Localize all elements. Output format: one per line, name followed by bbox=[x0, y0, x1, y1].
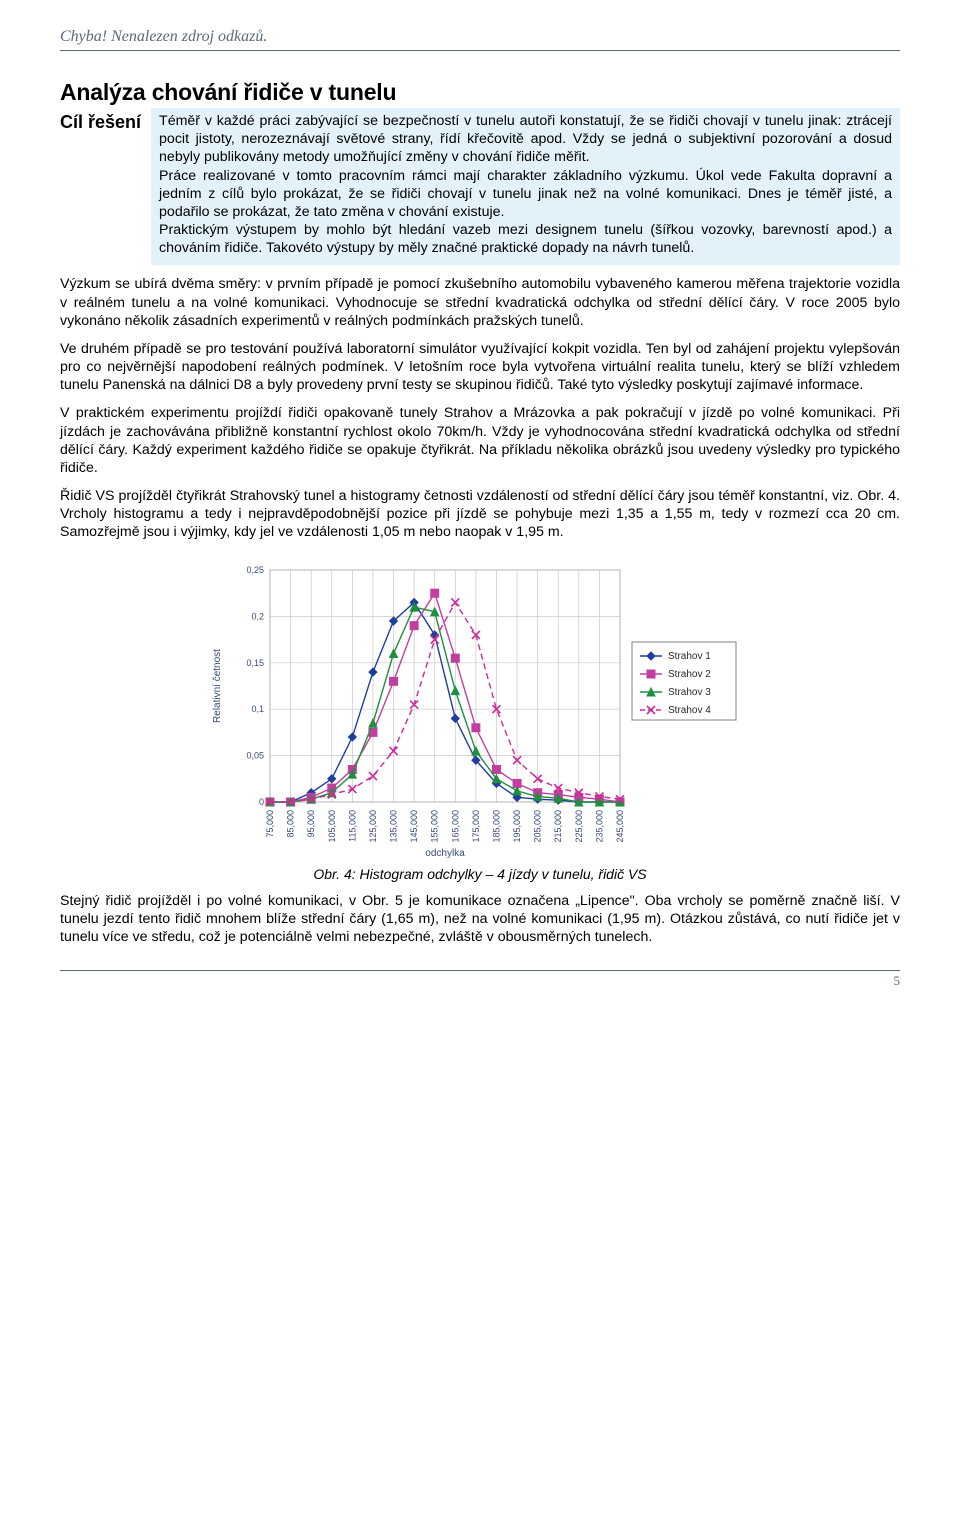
body-paragraph: Řidič VS projížděl čtyřikrát Strahovský … bbox=[60, 487, 900, 542]
svg-text:0,2: 0,2 bbox=[251, 611, 264, 621]
goal-box: Téměř v každé práci zabývající se bezpeč… bbox=[151, 108, 900, 265]
svg-text:145,000: 145,000 bbox=[409, 810, 419, 843]
svg-text:0,15: 0,15 bbox=[246, 657, 264, 667]
svg-text:odchylka: odchylka bbox=[425, 848, 465, 859]
svg-text:225,000: 225,000 bbox=[574, 810, 584, 843]
svg-text:125,000: 125,000 bbox=[368, 810, 378, 843]
body-paragraph: V praktickém experimentu projíždí řidiči… bbox=[60, 404, 900, 477]
svg-text:95,000: 95,000 bbox=[306, 810, 316, 838]
svg-text:Strahov 2: Strahov 2 bbox=[668, 669, 711, 680]
page: Chyba! Nenalezen zdroj odkazů. Analýza c… bbox=[0, 0, 960, 1029]
svg-text:185,000: 185,000 bbox=[491, 810, 501, 843]
svg-text:0,1: 0,1 bbox=[251, 704, 264, 714]
header-error-text: Chyba! Nenalezen zdroj odkazů. bbox=[60, 28, 900, 51]
page-number: 5 bbox=[60, 970, 900, 989]
svg-text:0,05: 0,05 bbox=[246, 750, 264, 760]
svg-text:135,000: 135,000 bbox=[389, 810, 399, 843]
svg-text:195,000: 195,000 bbox=[512, 810, 522, 843]
svg-text:215,000: 215,000 bbox=[553, 810, 563, 843]
histogram-chart: 0 0,05 0,1 0,15 0,2 0,25 75,000 85,000 95,000 105… bbox=[200, 552, 760, 862]
svg-text:75,000: 75,000 bbox=[265, 810, 275, 838]
body-paragraph: Ve druhém případě se pro testování použí… bbox=[60, 340, 900, 395]
svg-text:Strahov 1: Strahov 1 bbox=[668, 651, 711, 662]
svg-text:175,000: 175,000 bbox=[471, 810, 481, 843]
svg-text:155,000: 155,000 bbox=[430, 810, 440, 843]
body-paragraph: Výzkum se ubírá dvěma směry: v prvním př… bbox=[60, 275, 900, 330]
body-paragraph: Stejný řidič projížděl i po volné komuni… bbox=[60, 892, 900, 947]
svg-text:165,000: 165,000 bbox=[450, 810, 460, 843]
svg-text:Relativní četnost: Relativní četnost bbox=[212, 648, 223, 722]
svg-text:115,000: 115,000 bbox=[347, 810, 357, 842]
chart-caption: Obr. 4: Histogram odchylky – 4 jízdy v t… bbox=[60, 866, 900, 882]
chart-svg: 0 0,05 0,1 0,15 0,2 0,25 75,000 85,000 95,000 105… bbox=[200, 552, 760, 862]
svg-text:85,000: 85,000 bbox=[286, 810, 296, 838]
goal-row: Cíl řešení Téměř v každé práci zabývajíc… bbox=[60, 108, 900, 265]
svg-text:105,000: 105,000 bbox=[327, 810, 337, 843]
svg-text:245,000: 245,000 bbox=[615, 810, 625, 843]
goal-label: Cíl řešení bbox=[60, 108, 141, 133]
svg-text:Strahov 3: Strahov 3 bbox=[668, 687, 711, 698]
svg-text:0: 0 bbox=[259, 797, 264, 807]
svg-text:0,25: 0,25 bbox=[246, 565, 264, 575]
svg-text:Strahov 4: Strahov 4 bbox=[668, 705, 711, 716]
page-title: Analýza chování řidiče v tunelu bbox=[60, 79, 900, 106]
svg-text:235,000: 235,000 bbox=[594, 810, 604, 843]
svg-text:205,000: 205,000 bbox=[533, 810, 543, 843]
